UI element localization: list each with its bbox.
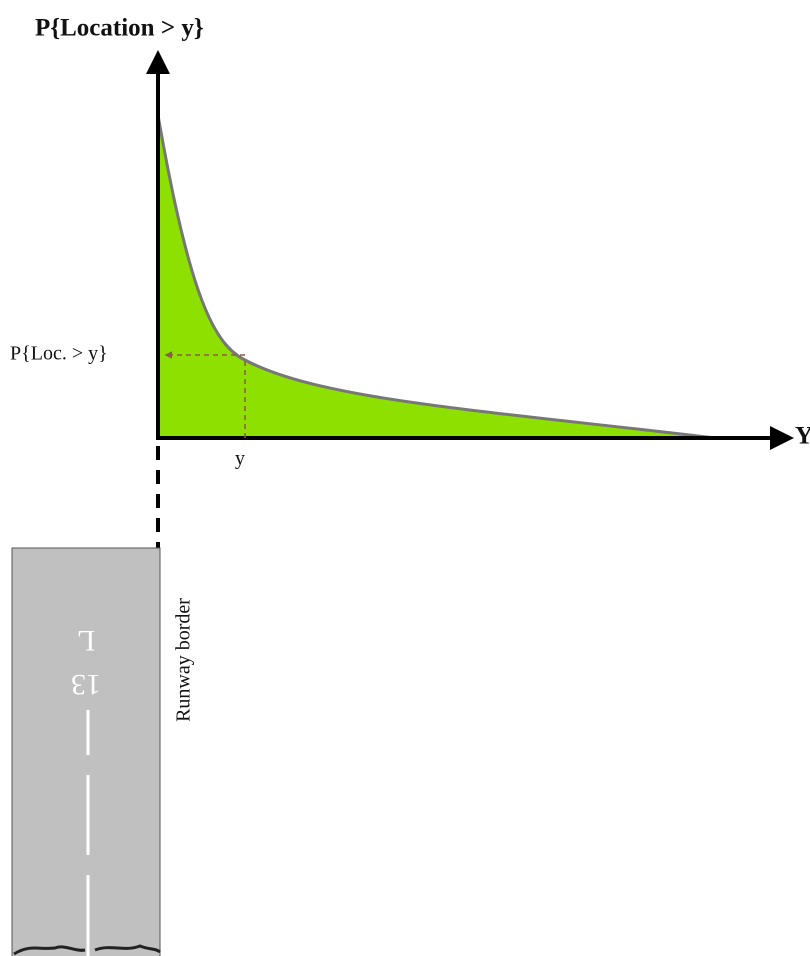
runway-side: L xyxy=(77,624,95,657)
y-axis-label: P{Location > y} xyxy=(35,15,204,42)
probability-area xyxy=(158,115,715,438)
x-axis-label: Y xyxy=(795,423,810,450)
probability-label: P{Loc. > y} xyxy=(10,343,108,365)
y-value-label: y xyxy=(235,448,245,470)
runway xyxy=(12,548,160,956)
runway-border-label: Runway border xyxy=(173,598,195,722)
diagram: P{Location > y} Y P{Loc. > y} y Runway b… xyxy=(0,0,810,956)
runway-number: 13 xyxy=(71,668,101,701)
